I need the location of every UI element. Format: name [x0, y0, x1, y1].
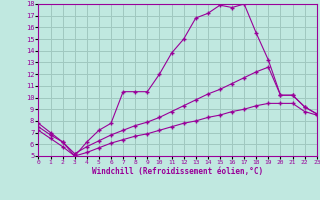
X-axis label: Windchill (Refroidissement éolien,°C): Windchill (Refroidissement éolien,°C): [92, 167, 263, 176]
